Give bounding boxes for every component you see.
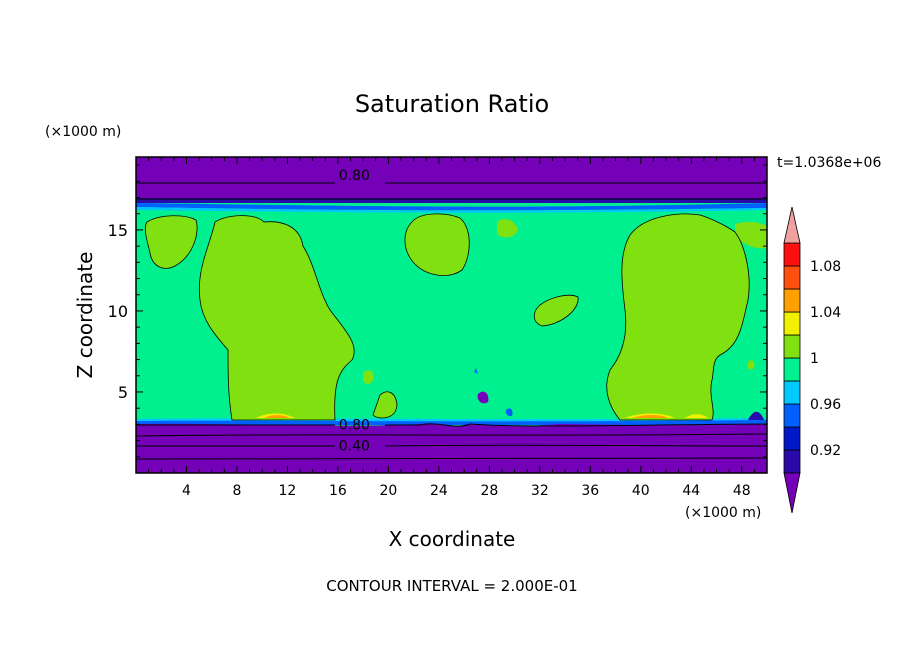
hot-spot-right [632,415,668,418]
contour-moist-patch-left-small [144,215,198,269]
contour-lower-mid [135,433,768,437]
x-tick-label: 16 [329,483,347,499]
colorbar-swatch [783,403,801,428]
moist-patch-lower-small-a [363,370,374,384]
colorbar-label: 0.92 [810,443,841,459]
y-unit-label: (×1000 m) [45,124,121,140]
moist-patch-left-small [145,215,198,269]
lower-transition-blue [136,420,767,425]
colorbar-swatch [783,380,801,405]
warm-spot-right-b [685,414,708,418]
upper-transition-cyan [136,207,767,213]
colorbar-swatch [783,334,801,359]
contour-moist-patch-left-large [198,215,355,421]
contour-lower-bottom [135,457,768,460]
colorbar-label: 1 [810,351,819,367]
x-tick-label: 20 [379,483,397,499]
colorbar-swatch [783,449,801,474]
colorbar: 0.92 0.96 1 1.04 1.08 [783,206,841,514]
contour-moist-patch-right-large [606,213,750,421]
contour-moist-patch-center-top [404,213,470,276]
contour-moist-patch-lower-small-b [372,391,398,419]
moist-patch-right-edge-small [747,360,755,370]
dry-pocket-right [748,411,764,420]
contour-lower-080 [136,423,768,427]
moist-patch-right-large [606,214,750,420]
x-tick-label: 48 [733,483,751,499]
y-tick-label: 15 [108,221,128,240]
upper-dry-layer [136,157,767,200]
contour-label: 0.40 [339,438,370,454]
moist-patch-left-large [199,215,355,420]
colorbar-under-triangle [783,472,801,514]
x-unit-label: (×1000 m) [685,505,761,521]
x-tick-label: 28 [480,483,498,499]
colorbar-swatch [783,288,801,313]
time-label: t=1.0368e+06 [777,155,881,171]
x-tick-label: 44 [682,483,700,499]
x-tick-label: 36 [581,483,599,499]
colorbar-swatch [783,265,801,290]
dry-pocket-c [474,368,478,374]
x-tick-label: 40 [632,483,650,499]
dry-pocket-b [505,408,513,417]
moist-patch-center-right [534,295,579,326]
hot-spot-left [264,415,290,418]
contour-lower-040 [136,444,768,447]
x-tick-label: 8 [232,483,241,499]
x-axis-label: X coordinate [389,527,516,551]
x-tick-label: 32 [531,483,549,499]
contour-label: 0.80 [339,168,370,184]
colorbar-swatch [783,357,801,382]
colorbar-label: 1.08 [810,259,841,275]
colorbar-over-triangle [783,206,801,244]
lower-dry-layer [136,423,767,473]
dry-pocket-a [477,391,489,404]
moist-patch-top-small [497,219,518,238]
contour-moist-patch-center-right [533,294,579,327]
colorbar-label: 1.04 [810,305,841,321]
y-tick-label: 5 [118,383,128,402]
x-tick-label: 4 [182,483,191,499]
x-tick-label: 24 [430,483,448,499]
y-axis-label: Z coordinate [73,252,97,379]
x-tick-label: 12 [279,483,297,499]
moist-patch-center-top [404,213,470,276]
y-tick-label: 10 [108,302,128,321]
chart-title: Saturation Ratio [355,90,549,118]
contour-label: 0.80 [339,417,370,433]
moist-patch-right-edge [735,221,767,249]
colorbar-swatch [783,311,801,336]
colorbar-label: 0.96 [810,397,841,413]
contour-interval-footer: CONTOUR INTERVAL = 2.000E-01 [326,577,577,595]
colorbar-swatch [783,426,801,451]
colorbar-swatch [783,242,801,267]
upper-transition-blue [136,203,767,211]
